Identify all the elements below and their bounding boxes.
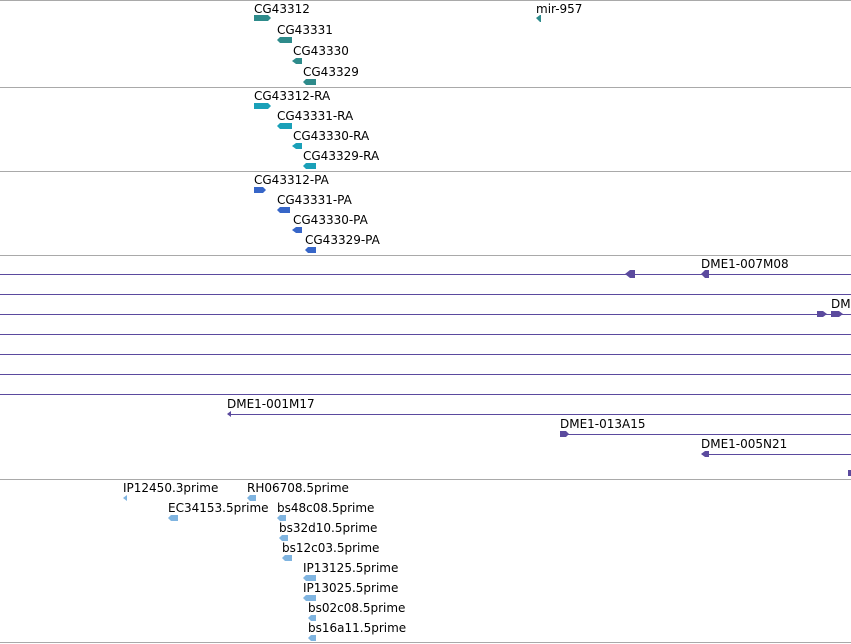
est-label-rh06708[interactable]: RH06708.5prime <box>247 481 349 495</box>
clone-label-dme1-007m08[interactable]: DME1-007M08 <box>701 257 789 271</box>
clone-span-line[interactable] <box>560 434 851 435</box>
est-feature-ec34153[interactable] <box>168 515 178 521</box>
clone-span-line[interactable] <box>0 334 851 335</box>
est-label-ec34153[interactable]: EC34153.5prime <box>168 501 269 515</box>
est-feature-ip13025[interactable] <box>303 595 316 601</box>
est-label-bs32d10[interactable]: bs32d10.5prime <box>279 521 378 535</box>
protein-label-cg43331-pa[interactable]: CG43331-PA <box>277 193 352 207</box>
clone-track: DME1-007M08 DM DME1-001M17 DME1-013A15 D… <box>0 255 851 479</box>
est-label-ip12450[interactable]: IP12450.3prime <box>123 481 219 495</box>
est-feature-ip12450[interactable] <box>123 495 127 501</box>
est-feature-rh06708[interactable] <box>247 495 256 501</box>
est-feature-bs16a11[interactable] <box>308 635 316 641</box>
clone-span-line[interactable] <box>0 354 851 355</box>
protein-feature-cg43331-pa[interactable] <box>277 207 290 213</box>
clone-span-line[interactable] <box>0 274 851 275</box>
gene-feature-cg43330[interactable] <box>292 58 302 64</box>
est-label-bs02c08[interactable]: bs02c08.5prime <box>308 601 406 615</box>
gene-label-cg43331[interactable]: CG43331 <box>277 23 333 37</box>
track-separator <box>0 171 851 172</box>
gene-label-cg43329[interactable]: CG43329 <box>303 65 359 79</box>
clone-span-line[interactable] <box>0 374 851 375</box>
transcript-label-cg43329-ra[interactable]: CG43329-RA <box>303 149 380 163</box>
est-feature-bs32d10[interactable] <box>279 535 288 541</box>
est-label-ip13125[interactable]: IP13125.5prime <box>303 561 399 575</box>
track-separator <box>0 642 851 643</box>
gene-track: CG43312 mir-957 CG43331 CG43330 CG43329 <box>0 0 851 87</box>
clone-span-line[interactable] <box>0 294 851 295</box>
clone-end-marker[interactable] <box>560 431 569 437</box>
clone-end-marker[interactable] <box>227 411 231 417</box>
protein-label-cg43330-pa[interactable]: CG43330-PA <box>293 213 368 227</box>
gene-feature-cg43331[interactable] <box>277 37 292 43</box>
clone-span-line[interactable] <box>0 394 851 395</box>
transcript-feature-cg43312-ra[interactable] <box>254 103 271 109</box>
track-separator <box>0 0 851 1</box>
clone-end-marker[interactable] <box>848 470 851 476</box>
clone-end-marker[interactable] <box>831 311 843 317</box>
clone-end-marker[interactable] <box>625 270 635 278</box>
protein-feature-cg43330-pa[interactable] <box>292 227 302 233</box>
est-feature-bs02c08[interactable] <box>308 615 316 621</box>
protein-track: CG43312-PA CG43331-PA CG43330-PA CG43329… <box>0 171 851 255</box>
track-separator <box>0 87 851 88</box>
transcript-feature-cg43330-ra[interactable] <box>292 143 302 149</box>
clone-span-line[interactable] <box>0 314 851 315</box>
protein-feature-cg43329-pa[interactable] <box>305 247 316 253</box>
clone-end-marker[interactable] <box>817 311 827 317</box>
est-feature-bs48c08[interactable] <box>277 515 286 521</box>
est-label-bs48c08[interactable]: bs48c08.5prime <box>277 501 375 515</box>
gene-label-cg43312[interactable]: CG43312 <box>254 2 310 16</box>
est-feature-bs12c03[interactable] <box>282 555 292 561</box>
est-label-bs12c03[interactable]: bs12c03.5prime <box>282 541 380 555</box>
clone-label-dm[interactable]: DM <box>831 297 851 311</box>
transcript-feature-cg43331-ra[interactable] <box>277 123 292 129</box>
protein-feature-cg43312-pa[interactable] <box>254 187 266 193</box>
transcript-label-cg43330-ra[interactable]: CG43330-RA <box>293 129 370 143</box>
protein-label-cg43312-pa[interactable]: CG43312-PA <box>254 173 329 187</box>
clone-span-line[interactable] <box>228 414 851 415</box>
clone-label-dme1-005n21[interactable]: DME1-005N21 <box>701 437 788 451</box>
clone-end-marker[interactable] <box>701 270 709 278</box>
est-label-ip13025[interactable]: IP13025.5prime <box>303 581 399 595</box>
est-label-bs16a11[interactable]: bs16a11.5prime <box>308 621 407 635</box>
est-feature-ip13125[interactable] <box>303 575 316 581</box>
gene-feature-mir957[interactable] <box>536 15 541 22</box>
gene-feature-cg43329[interactable] <box>303 79 316 85</box>
clone-end-marker[interactable] <box>701 451 709 457</box>
est-track: IP12450.3prime RH06708.5prime EC34153.5p… <box>0 479 851 643</box>
clone-span-line[interactable] <box>702 454 851 455</box>
clone-label-dme1-013a15[interactable]: DME1-013A15 <box>560 417 646 431</box>
gene-label-mir957[interactable]: mir-957 <box>536 2 583 16</box>
gene-feature-cg43312[interactable] <box>254 15 271 21</box>
track-separator <box>0 479 851 480</box>
transcript-label-cg43312-ra[interactable]: CG43312-RA <box>254 89 331 103</box>
transcript-track: CG43312-RA CG43331-RA CG43330-RA CG43329… <box>0 87 851 171</box>
track-separator <box>0 255 851 256</box>
transcript-feature-cg43329-ra[interactable] <box>303 163 316 169</box>
transcript-label-cg43331-ra[interactable]: CG43331-RA <box>277 109 354 123</box>
clone-label-dme1-001m17[interactable]: DME1-001M17 <box>227 397 315 411</box>
gene-label-cg43330[interactable]: CG43330 <box>293 44 349 58</box>
protein-label-cg43329-pa[interactable]: CG43329-PA <box>305 233 380 247</box>
